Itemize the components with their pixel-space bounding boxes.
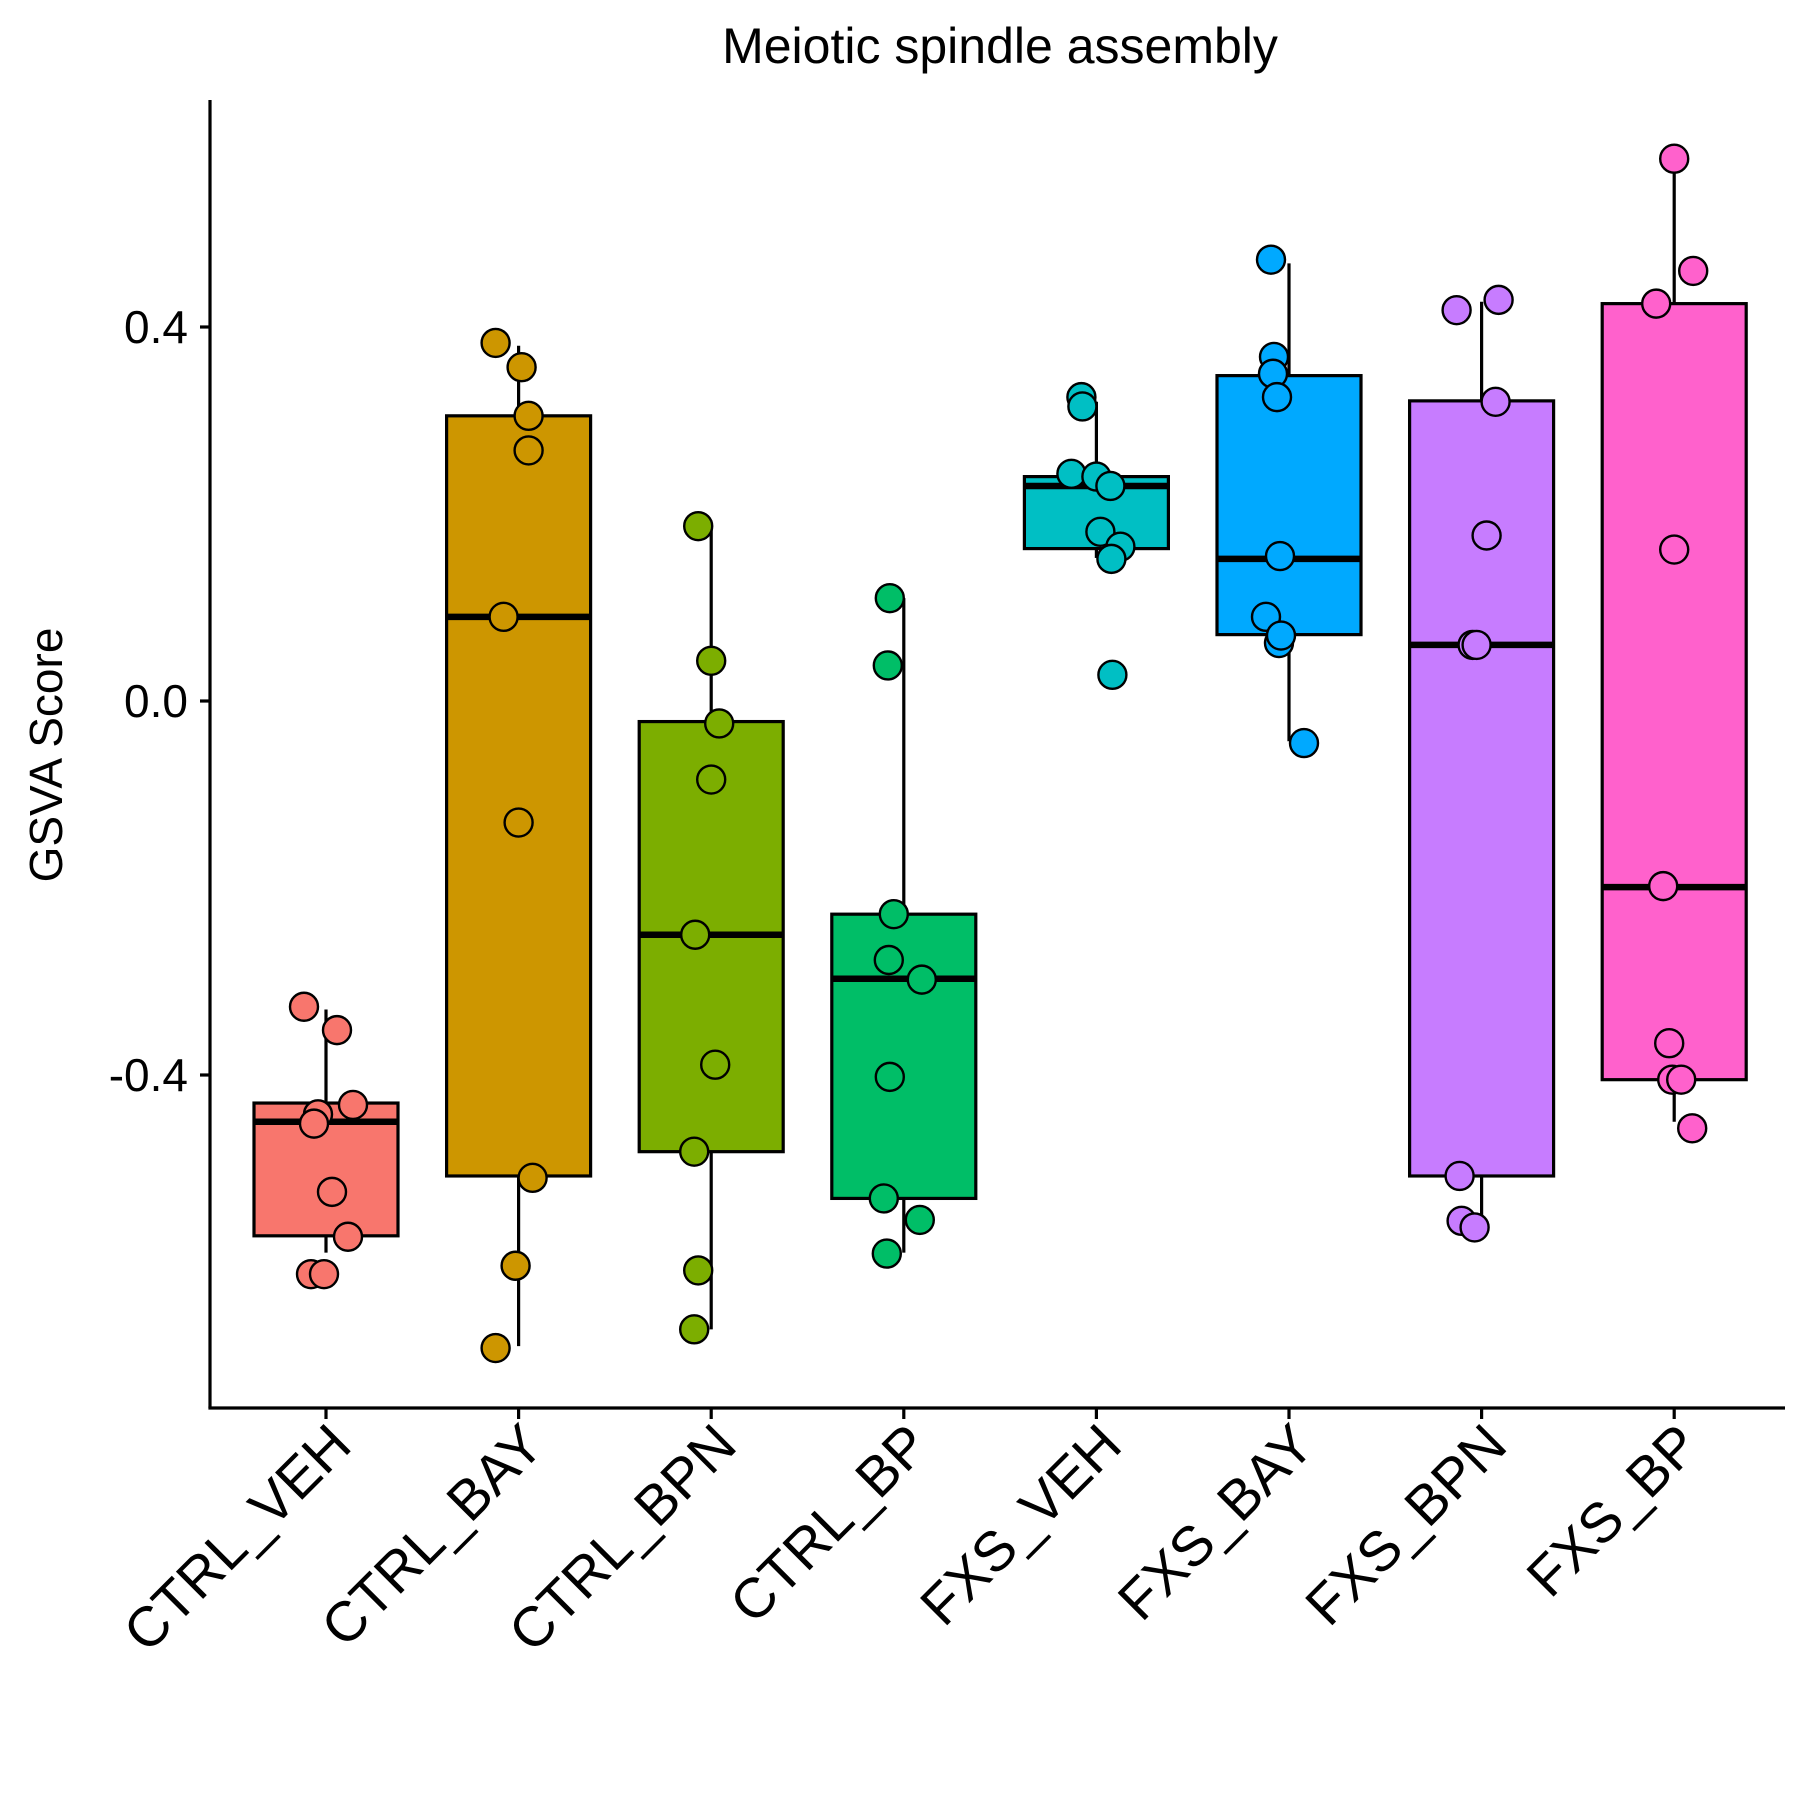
x-tick-label: FXS_BPN [1293,1412,1518,1637]
box [1215,374,1363,637]
data-point [480,327,511,359]
data-point [1095,470,1126,502]
data-point [683,1255,714,1286]
data-point [488,601,519,633]
data-point [1444,1160,1475,1192]
data-point [1459,1212,1490,1243]
data-point [506,352,537,383]
data-point [696,645,727,676]
data-point [680,919,711,950]
data-point [906,964,937,995]
group-fxs-bp [1600,143,1748,1144]
y-axis-ticks: 0.4 0.0 -0.4 [109,301,210,1101]
data-point [1461,629,1492,661]
y-tick-label: 0.0 [124,675,188,727]
y-tick-label: -0.4 [109,1049,188,1101]
data-point [288,991,320,1022]
x-tick-label: FXS_BAY [1106,1412,1326,1632]
data-point [1483,284,1514,316]
data-point [298,1108,330,1139]
data-point [679,1314,710,1345]
y-axis-label: GSVA Score [20,628,72,883]
data-point [878,898,909,930]
group-fxs-bay [1215,244,1363,759]
data-point [500,1250,531,1281]
data-point [332,1221,364,1252]
group-ctrl-bpn [637,510,785,1345]
data-point [872,650,903,681]
data-point [513,400,544,432]
data-point [1676,1113,1708,1144]
data-point [696,764,727,795]
data-point [704,708,735,739]
data-point [1056,458,1087,489]
data-point [517,1162,548,1194]
box [1600,302,1748,1082]
data-point [1264,540,1296,572]
data-point [1677,255,1709,287]
data-point [308,1258,340,1290]
data-point [1265,620,1297,651]
data-point [1255,244,1287,275]
data-point [679,1136,710,1167]
data-point [1441,294,1472,326]
data-point [503,807,534,838]
data-point [321,1014,353,1046]
chart-title: Meiotic spindle assembly [722,18,1278,74]
data-point [700,1049,731,1080]
group-fxs-veh [1022,381,1171,691]
data-point [316,1176,348,1208]
data-point [683,510,714,542]
plot-area [252,143,1748,1364]
group-fxs-bpn [1407,284,1556,1243]
group-ctrl-bp [830,582,978,1269]
data-point [480,1332,511,1364]
box [1407,399,1556,1178]
box [445,414,593,1178]
data-point [1096,543,1127,575]
x-tick-label: CTRL_BP [717,1412,940,1635]
data-point [1288,727,1320,759]
group-ctrl-veh [252,991,400,1290]
data-point [1067,391,1098,422]
data-point [1647,870,1679,902]
x-tick-label: FXS_BP [1514,1412,1710,1608]
data-point [1261,381,1293,413]
data-point [1480,386,1511,417]
data-point [1471,520,1502,551]
data-point [873,944,904,976]
data-point [1085,516,1116,547]
data-point [1653,1028,1685,1059]
data-point [874,1061,905,1093]
data-point [871,1238,902,1269]
x-axis-ticks: CTRL_VEHCTRL_BAYCTRL_BPNCTRL_BPFXS_VEHFX… [111,1408,1711,1663]
data-point [1097,659,1128,691]
data-point [337,1089,369,1121]
x-tick-label: FXS_VEH [908,1412,1133,1637]
data-point [1640,288,1672,319]
data-point [874,582,905,614]
box [830,912,978,1201]
data-point [513,435,544,466]
data-point [868,1183,899,1214]
group-ctrl-bay [445,327,593,1364]
data-point [1658,534,1690,565]
y-tick-label: 0.4 [124,301,188,353]
data-point [1658,143,1690,174]
data-point [904,1204,935,1236]
data-point [1665,1064,1697,1095]
